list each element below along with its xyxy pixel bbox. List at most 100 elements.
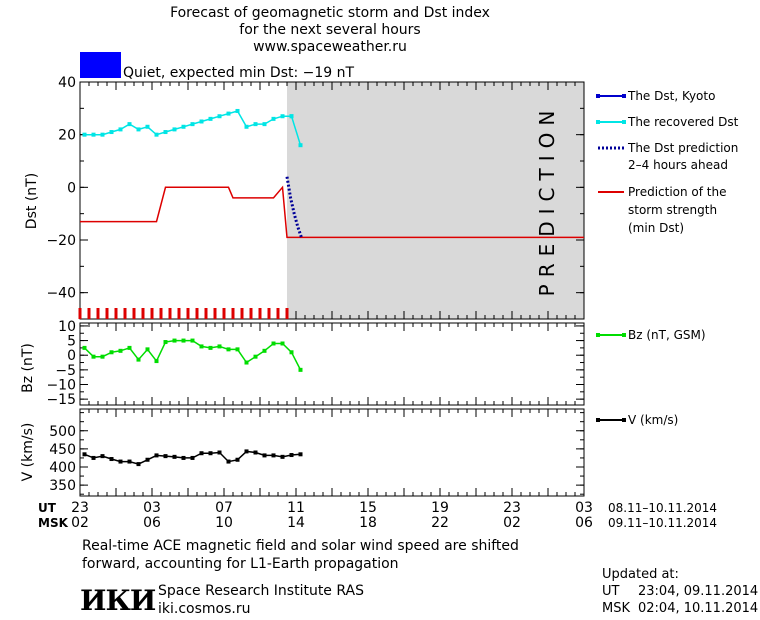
ut-tick-label: 11 xyxy=(287,500,305,516)
recovered-dst-point xyxy=(271,116,276,121)
recovered-dst-point xyxy=(217,114,222,119)
recovered-dst-point xyxy=(253,122,258,127)
bz-point xyxy=(100,354,105,359)
y-tick-label: 5 xyxy=(67,334,76,350)
bz-point xyxy=(190,338,195,343)
bz-point xyxy=(109,350,114,355)
v-point xyxy=(271,453,276,458)
bz-point xyxy=(91,354,96,359)
dst-axis-label: Dst (nT) xyxy=(24,173,40,229)
v-legend: V (km/s) xyxy=(596,413,678,427)
v-point xyxy=(262,453,267,458)
bz-point xyxy=(82,345,87,350)
bz-point xyxy=(217,344,222,349)
ut-tick-label: 23 xyxy=(503,500,521,516)
recovered-dst-point xyxy=(244,124,249,129)
dst-prediction-line xyxy=(285,176,303,238)
legend-recovered-marker xyxy=(622,120,626,124)
dst-legend: The Dst, Kyoto The recovered Dst The Dst… xyxy=(596,89,739,235)
recovered-dst-point xyxy=(136,127,141,132)
v-point xyxy=(190,455,195,460)
v-point xyxy=(145,457,150,462)
v-point xyxy=(91,455,96,460)
y-tick-label: −10 xyxy=(46,378,76,394)
v-point xyxy=(82,452,87,457)
legend-v-marker xyxy=(622,418,626,422)
recovered-dst-point xyxy=(118,127,123,132)
v-point xyxy=(154,453,159,458)
bz-point xyxy=(208,345,213,350)
legend-bz-marker xyxy=(622,333,626,337)
website-label: www.spaceweather.ru xyxy=(253,39,407,55)
legend-prediction-label-2: 2–4 hours ahead xyxy=(628,158,728,172)
updated-label: Updated at: xyxy=(602,567,679,582)
ut-tick-label: 23 xyxy=(71,500,89,516)
y-tick-label: −40 xyxy=(46,286,76,302)
v-panel: 500 450 400 350 xyxy=(49,408,585,497)
institute-site-link[interactable]: iki.cosmos.ru xyxy=(158,601,251,617)
updated-ut-value: 23:04, 09.11.2014 xyxy=(638,584,759,599)
legend-strength-label-1: Prediction of the xyxy=(628,185,727,199)
v-point xyxy=(181,455,186,460)
bz-point xyxy=(235,347,240,352)
legend-prediction-label-1: The Dst prediction xyxy=(627,141,738,155)
y-tick-label: 400 xyxy=(49,460,76,476)
v-axis-label: V (km/s) xyxy=(20,423,36,482)
y-tick-label: 10 xyxy=(58,319,76,335)
institute-name: Space Research Institute RAS xyxy=(158,583,364,599)
bz-point xyxy=(289,350,294,355)
v-point xyxy=(118,459,123,464)
msk-tick-label: 02 xyxy=(71,515,89,531)
legend-strength-label-3: (min Dst) xyxy=(628,221,684,235)
updated-ut-row: UT 23:04, 09.11.2014 xyxy=(602,584,758,599)
ut-date-range: 08.11–10.11.2014 xyxy=(608,501,717,515)
recovered-dst-point xyxy=(145,124,150,129)
recovered-dst-point xyxy=(181,124,186,129)
bz-line xyxy=(83,339,302,371)
bz-point xyxy=(163,340,168,345)
legend-bz-label: Bz (nT, GSM) xyxy=(628,328,706,342)
v-point xyxy=(289,453,294,458)
y-tick-label: 350 xyxy=(49,478,76,494)
bz-point xyxy=(181,338,186,343)
recovered-dst-forecast-line xyxy=(290,115,302,146)
v-point xyxy=(127,459,132,464)
y-tick-label: 20 xyxy=(58,128,76,144)
recovered-dst-point xyxy=(172,127,177,132)
v-point xyxy=(280,454,285,459)
msk-tick-label: 18 xyxy=(359,515,377,531)
status-swatch xyxy=(80,52,121,78)
v-point xyxy=(109,457,114,462)
chart-subtitle: for the next several hours xyxy=(239,22,420,38)
y-tick-label: −5 xyxy=(55,363,76,379)
v-point xyxy=(208,451,213,456)
recovered-dst-point xyxy=(199,119,204,124)
v-point xyxy=(163,454,168,459)
legend-kyoto-marker xyxy=(622,94,626,98)
updated-ut-label: UT xyxy=(602,584,620,599)
v-point xyxy=(217,450,222,455)
plot-frame xyxy=(79,322,585,406)
y-tick-label: 450 xyxy=(49,442,76,458)
ut-tick-label: 19 xyxy=(431,500,449,516)
ut-axis-label: UT xyxy=(38,501,57,515)
v-point xyxy=(100,454,105,459)
msk-tick-label: 14 xyxy=(287,515,305,531)
bz-point xyxy=(136,357,141,362)
y-tick-label: 500 xyxy=(49,424,76,440)
legend-v-marker xyxy=(596,418,600,422)
dst-panel: 40 20 0 −20 −40 xyxy=(46,75,585,320)
v-point xyxy=(199,451,204,456)
bz-point xyxy=(244,360,249,365)
plot-frame xyxy=(79,408,585,497)
msk-tick-label: 22 xyxy=(431,515,449,531)
recovered-dst-point xyxy=(82,132,87,137)
bz-axis-label: Bz (nT) xyxy=(20,343,36,393)
storm-strength-line xyxy=(80,185,584,239)
updated-msk-label: MSK xyxy=(602,601,630,616)
ut-tick-label: 03 xyxy=(143,500,161,516)
recovered-dst-point xyxy=(226,111,231,116)
recovered-dst-line xyxy=(84,110,292,136)
bz-point xyxy=(280,341,285,346)
